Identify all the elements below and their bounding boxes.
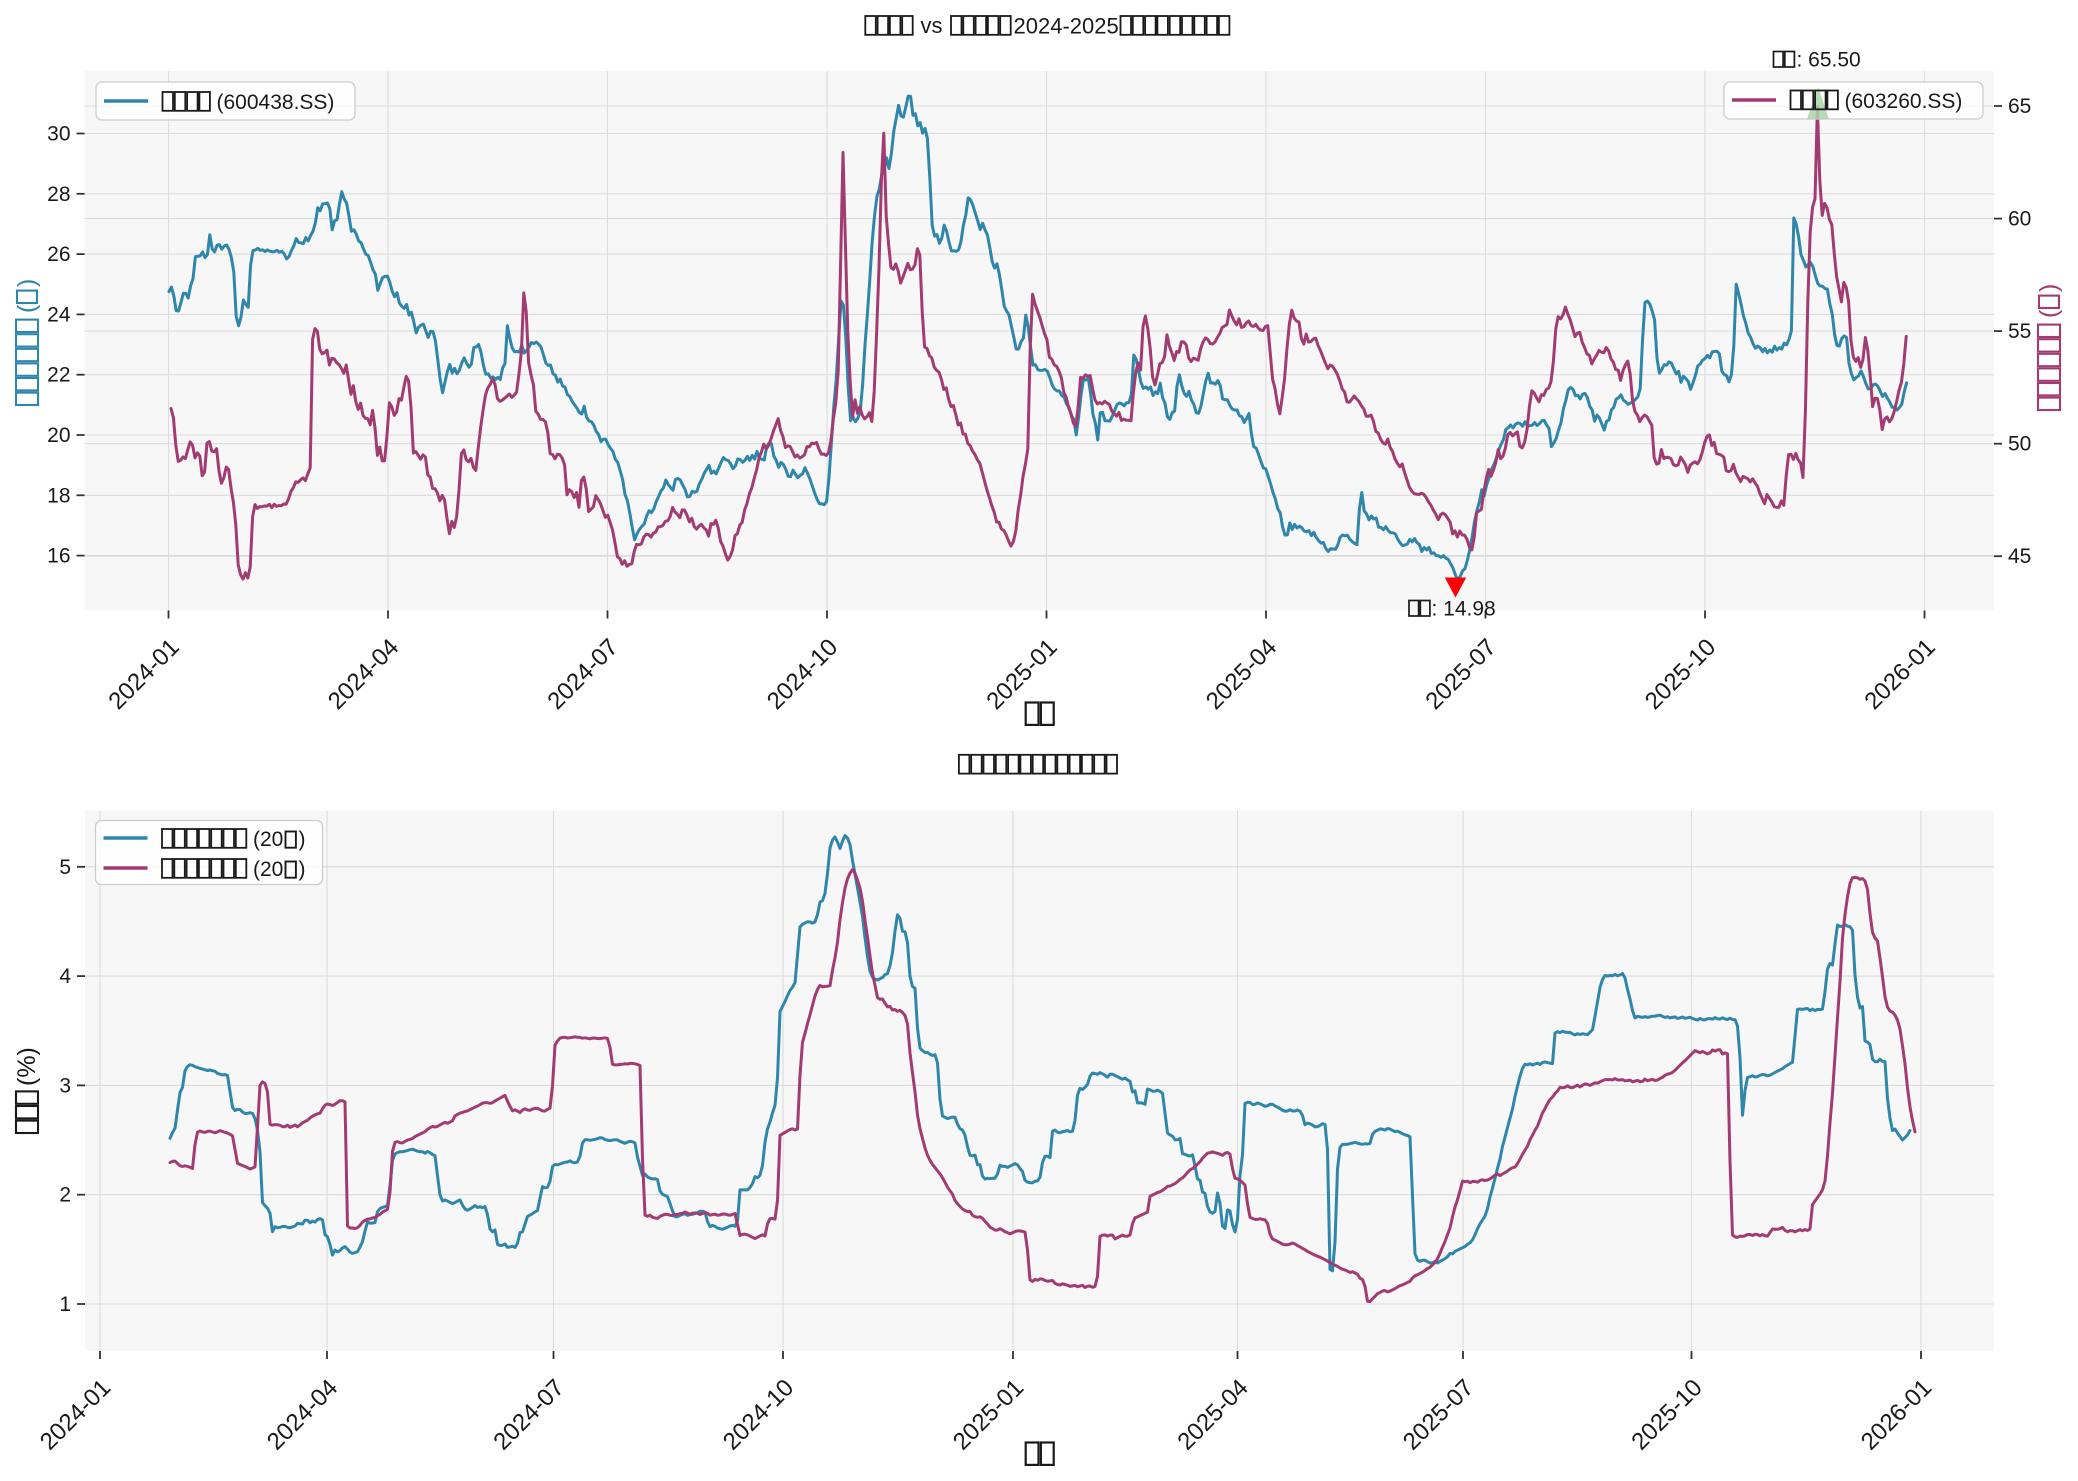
svg-text:(600438.SS): (600438.SS) <box>217 91 335 114</box>
svg-text:45: 45 <box>2008 545 2031 568</box>
svg-text:26: 26 <box>47 243 70 266</box>
svg-text:3: 3 <box>59 1074 71 1097</box>
svg-text:20: 20 <box>47 424 70 447</box>
svg-text:(603260.SS): (603260.SS) <box>1845 90 1963 113</box>
svg-text:(: ( <box>13 304 41 313</box>
svg-text:60: 60 <box>2008 208 2031 231</box>
svg-text:1: 1 <box>59 1293 71 1316</box>
svg-text:24: 24 <box>47 303 71 326</box>
svg-text:18: 18 <box>47 484 70 507</box>
svg-text:): ) <box>2035 284 2063 292</box>
svg-text:2024-2025: 2024-2025 <box>1014 14 1119 39</box>
svg-text:): ) <box>13 279 41 287</box>
svg-text:: 14.98: : 14.98 <box>1432 598 1496 621</box>
svg-text:50: 50 <box>2008 433 2031 456</box>
svg-text:: 65.50: : 65.50 <box>1797 49 1861 72</box>
svg-text:4: 4 <box>59 965 71 988</box>
svg-text:16: 16 <box>47 545 70 568</box>
svg-text:5: 5 <box>59 856 71 879</box>
svg-text:): ) <box>299 858 306 881</box>
svg-text:22: 22 <box>47 364 70 387</box>
svg-text:28: 28 <box>47 183 70 206</box>
svg-text:30: 30 <box>47 123 70 146</box>
svg-text:vs: vs <box>921 13 943 38</box>
svg-text:65: 65 <box>2008 95 2031 118</box>
svg-text:(%): (%) <box>13 1047 41 1086</box>
svg-text:(: ( <box>2035 309 2063 318</box>
svg-text:2: 2 <box>59 1184 71 1207</box>
svg-text:(20: (20 <box>253 828 283 851</box>
svg-text:(20: (20 <box>253 858 283 881</box>
svg-text:55: 55 <box>2008 320 2031 343</box>
svg-text:): ) <box>299 828 306 851</box>
